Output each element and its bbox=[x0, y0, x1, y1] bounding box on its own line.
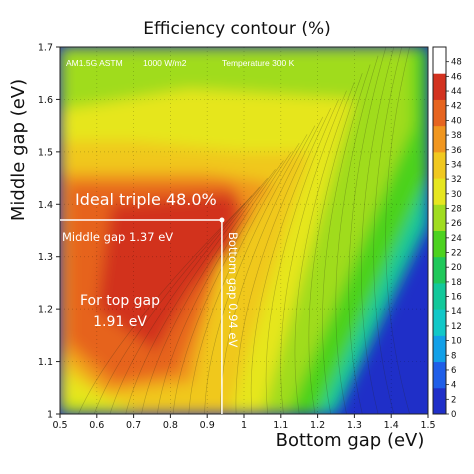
y-tick-label: 1.6 bbox=[38, 95, 53, 106]
colorbar-tick-label: 18 bbox=[451, 278, 462, 288]
y-tick-label: 1.3 bbox=[38, 252, 53, 263]
colorbar-tick-label: 32 bbox=[451, 175, 462, 185]
colorbar-tick-label: 16 bbox=[451, 293, 462, 303]
x-tick-label: 0.7 bbox=[126, 420, 141, 431]
max-efficiency-point bbox=[219, 217, 225, 223]
colorbar-tick-label: 40 bbox=[451, 116, 462, 126]
x-tick-label: 1 bbox=[241, 420, 247, 431]
conditions-source: AM1.5G ASTM bbox=[66, 58, 123, 68]
colorbar-swatch bbox=[433, 335, 446, 363]
colorbar-tick-label: 48 bbox=[451, 58, 462, 68]
contour-line bbox=[125, 177, 268, 414]
colorbar-tick-label: 44 bbox=[451, 87, 462, 97]
x-tick-label: 1.2 bbox=[310, 420, 325, 431]
chart-title: Efficiency contour (%) bbox=[143, 19, 330, 39]
colorbar-tick-label: 4 bbox=[451, 381, 456, 391]
colorbar-tick-label: 10 bbox=[451, 337, 462, 347]
colorbar-swatch bbox=[433, 361, 446, 389]
y-tick-label: 1.5 bbox=[38, 147, 53, 158]
contour-line bbox=[373, 47, 403, 414]
colorbar-tick-label: 0 bbox=[451, 410, 456, 420]
x-tick-label: 1.1 bbox=[273, 420, 288, 431]
ideal-triple-label: Ideal triple 48.0% bbox=[75, 190, 217, 209]
annotations: AM1.5G ASTM 1000 W/m2 Temperature 300 K … bbox=[60, 58, 295, 414]
conditions-temperature: Temperature 300 K bbox=[222, 58, 295, 68]
y-axis-label: Middle gap (eV) bbox=[8, 79, 29, 221]
colorbar-tick-label: 12 bbox=[451, 322, 462, 332]
contour-line bbox=[188, 142, 300, 414]
y-axis: 1 1.1 1.2 1.3 1.4 1.5 1.6 1.7 bbox=[38, 43, 60, 421]
colorbar-tick-label: 38 bbox=[451, 131, 462, 141]
colorbar-swatch bbox=[433, 125, 446, 153]
x-tick-label: 1.4 bbox=[384, 420, 399, 431]
contour-line bbox=[235, 116, 324, 414]
y-tick-label: 1 bbox=[47, 410, 53, 421]
y-tick-label: 1.4 bbox=[38, 200, 53, 211]
colorbar-tick-label: 46 bbox=[451, 72, 462, 82]
contour-line bbox=[280, 90, 347, 414]
contour-line bbox=[156, 160, 284, 414]
contour-line bbox=[204, 134, 308, 414]
colorbar-tick-label: 26 bbox=[451, 219, 462, 229]
x-tick-label: 1.5 bbox=[420, 420, 435, 431]
contour-line bbox=[385, 47, 410, 414]
conditions-irradiance: 1000 W/m2 bbox=[143, 58, 187, 68]
colorbar-tick-label: 24 bbox=[451, 234, 462, 244]
colorbar-tick-label: 36 bbox=[451, 146, 462, 156]
colorbar-swatch bbox=[433, 387, 446, 415]
colorbar-swatch bbox=[433, 230, 446, 258]
x-axis-label: Bottom gap (eV) bbox=[276, 430, 425, 451]
contour-line bbox=[335, 55, 379, 414]
colorbar-tick-label: 2 bbox=[451, 395, 456, 405]
colorbar-tick-label: 28 bbox=[451, 204, 462, 214]
y-tick-label: 1.7 bbox=[38, 43, 53, 54]
y-tick-label: 1.1 bbox=[38, 357, 53, 368]
heatmap-surface bbox=[60, 47, 428, 414]
contour-line bbox=[361, 47, 395, 414]
colorbar-swatch bbox=[433, 47, 446, 74]
x-tick-label: 0.8 bbox=[163, 420, 178, 431]
bottom-gap-label: Bottom gap 0.94 eV bbox=[226, 232, 240, 347]
contour-line bbox=[322, 64, 371, 414]
colorbar-swatch bbox=[433, 151, 446, 179]
contour-line bbox=[348, 47, 387, 414]
efficiency-region-7 bbox=[96, 193, 237, 352]
colorbar-tick-label: 14 bbox=[451, 307, 462, 317]
colorbar-swatch bbox=[433, 178, 446, 205]
contour-line bbox=[172, 151, 292, 414]
contour-line bbox=[308, 73, 363, 414]
y-tick-label: 1.2 bbox=[38, 305, 53, 316]
contour-line bbox=[294, 81, 355, 414]
top-gap-label-line1: For top gap bbox=[80, 293, 160, 309]
colorbar-swatch bbox=[433, 309, 446, 336]
colorbar-swatch bbox=[433, 99, 446, 127]
x-tick-label: 1.3 bbox=[347, 420, 362, 431]
colorbar: 0246810121416182022242628303234363840424… bbox=[432, 46, 462, 420]
top-gap-label-line2: 1.91 eV bbox=[93, 314, 147, 330]
colorbar-tick-label: 42 bbox=[451, 102, 462, 112]
colorbar-frame bbox=[432, 46, 447, 415]
x-axis: 0.5 0.6 0.7 0.8 0.9 1 1.1 1.2 1.3 1.4 1.5 bbox=[52, 414, 436, 431]
x-tick-label: 0.5 bbox=[52, 420, 67, 431]
colorbar-tick-label: 20 bbox=[451, 263, 462, 273]
colorbar-swatch bbox=[433, 282, 446, 310]
x-tick-label: 0.6 bbox=[89, 420, 104, 431]
x-tick-label: 0.9 bbox=[200, 420, 215, 431]
colorbar-swatch bbox=[433, 256, 446, 284]
contour-line bbox=[141, 169, 276, 414]
colorbar-tick-label: 8 bbox=[451, 351, 456, 361]
contour-line bbox=[78, 204, 245, 414]
colorbar-tick-label: 6 bbox=[451, 366, 456, 376]
colorbar-tick-label: 30 bbox=[451, 190, 462, 200]
contour-line bbox=[265, 99, 339, 414]
colorbar-tick-label: 22 bbox=[451, 249, 462, 259]
middle-gap-label: Middle gap 1.37 eV bbox=[62, 230, 173, 244]
colorbar-swatch bbox=[433, 204, 446, 231]
colorbar-tick-label: 34 bbox=[451, 160, 462, 170]
contour-line bbox=[109, 186, 260, 414]
contour-line bbox=[250, 108, 332, 414]
colorbar-swatch bbox=[433, 73, 446, 100]
